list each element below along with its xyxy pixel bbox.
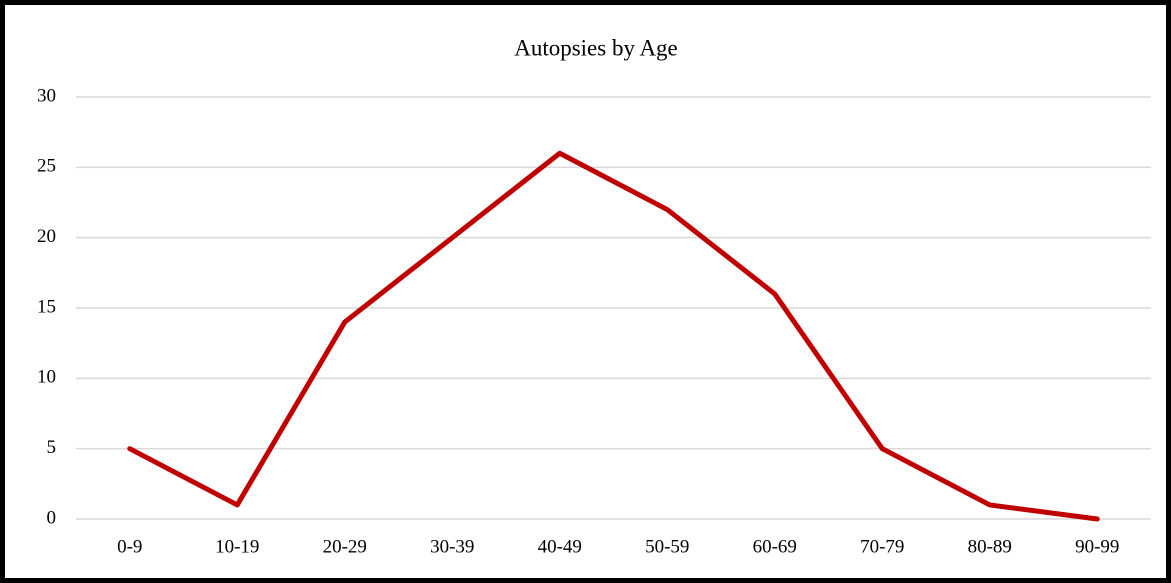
chart-title: Autopsies by Age xyxy=(514,35,678,60)
x-tick-label: 10-19 xyxy=(215,536,259,557)
x-tick-label: 30-39 xyxy=(430,536,474,557)
x-tick-label: 40-49 xyxy=(538,536,582,557)
y-tick-label: 5 xyxy=(47,437,57,458)
y-tick-label: 15 xyxy=(37,296,56,317)
y-tick-label: 20 xyxy=(37,226,56,247)
x-tick-label: 0-9 xyxy=(117,536,142,557)
x-tick-label: 60-69 xyxy=(753,536,797,557)
x-tick-label: 50-59 xyxy=(645,536,689,557)
y-tick-label: 10 xyxy=(37,367,56,388)
x-tick-label: 20-29 xyxy=(323,536,367,557)
y-tick-label: 25 xyxy=(37,156,56,177)
y-tick-label: 0 xyxy=(47,507,57,528)
x-tick-label: 70-79 xyxy=(860,536,904,557)
x-tick-label: 90-99 xyxy=(1075,536,1119,557)
y-tick-label: 30 xyxy=(37,85,56,106)
x-tick-label: 80-89 xyxy=(968,536,1012,557)
line-series xyxy=(127,150,1100,522)
